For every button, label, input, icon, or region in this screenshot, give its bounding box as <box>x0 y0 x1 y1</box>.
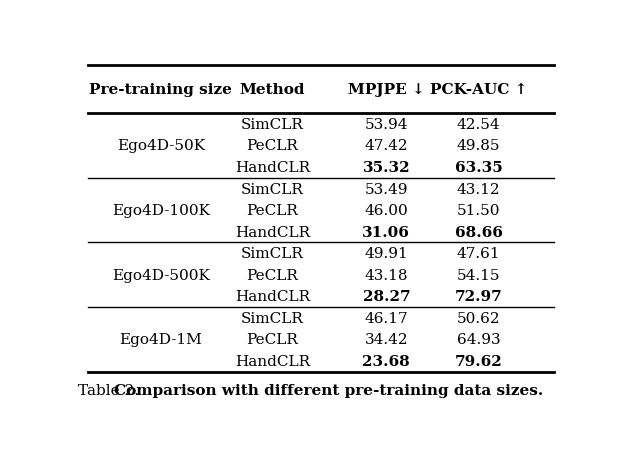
Text: 64.93: 64.93 <box>457 333 500 347</box>
Text: PeCLR: PeCLR <box>247 203 298 217</box>
Text: 54.15: 54.15 <box>457 268 500 282</box>
Text: 43.12: 43.12 <box>457 182 500 196</box>
Text: 23.68: 23.68 <box>362 354 410 368</box>
Text: Ego4D-500K: Ego4D-500K <box>112 268 210 282</box>
Text: 46.17: 46.17 <box>364 311 408 325</box>
Text: 63.35: 63.35 <box>454 161 503 175</box>
Text: MPJPE ↓: MPJPE ↓ <box>348 83 424 97</box>
Text: Ego4D-50K: Ego4D-50K <box>116 139 205 153</box>
Text: Method: Method <box>240 83 305 97</box>
Text: 79.62: 79.62 <box>454 354 503 368</box>
Text: 47.42: 47.42 <box>364 139 408 153</box>
Text: Table 2.: Table 2. <box>78 383 144 397</box>
Text: PeCLR: PeCLR <box>247 139 298 153</box>
Text: 42.54: 42.54 <box>457 118 500 132</box>
Text: 51.50: 51.50 <box>457 203 500 217</box>
Text: 68.66: 68.66 <box>454 225 503 239</box>
Text: SimCLR: SimCLR <box>241 182 304 196</box>
Text: PeCLR: PeCLR <box>247 268 298 282</box>
Text: 50.62: 50.62 <box>457 311 500 325</box>
Text: HandCLR: HandCLR <box>235 290 310 304</box>
Text: 53.49: 53.49 <box>364 182 408 196</box>
Text: HandCLR: HandCLR <box>235 354 310 368</box>
Text: Comparison with different pre-training data sizes.: Comparison with different pre-training d… <box>114 383 543 397</box>
Text: 46.00: 46.00 <box>364 203 408 217</box>
Text: 49.91: 49.91 <box>364 247 408 261</box>
Text: PCK-AUC ↑: PCK-AUC ↑ <box>430 83 527 97</box>
Text: 49.85: 49.85 <box>457 139 500 153</box>
Text: 28.27: 28.27 <box>362 290 410 304</box>
Text: Ego4D-100K: Ego4D-100K <box>111 203 210 217</box>
Text: SimCLR: SimCLR <box>241 118 304 132</box>
Text: HandCLR: HandCLR <box>235 161 310 175</box>
Text: 31.06: 31.06 <box>362 225 410 239</box>
Text: SimCLR: SimCLR <box>241 247 304 261</box>
Text: Ego4D-1M: Ego4D-1M <box>120 333 202 347</box>
Text: Pre-training size: Pre-training size <box>90 83 232 97</box>
Text: 72.97: 72.97 <box>454 290 503 304</box>
Text: 34.42: 34.42 <box>364 333 408 347</box>
Text: 35.32: 35.32 <box>362 161 410 175</box>
Text: 47.61: 47.61 <box>457 247 500 261</box>
Text: HandCLR: HandCLR <box>235 225 310 239</box>
Text: 43.18: 43.18 <box>364 268 408 282</box>
Text: PeCLR: PeCLR <box>247 333 298 347</box>
Text: SimCLR: SimCLR <box>241 311 304 325</box>
Text: 53.94: 53.94 <box>364 118 408 132</box>
